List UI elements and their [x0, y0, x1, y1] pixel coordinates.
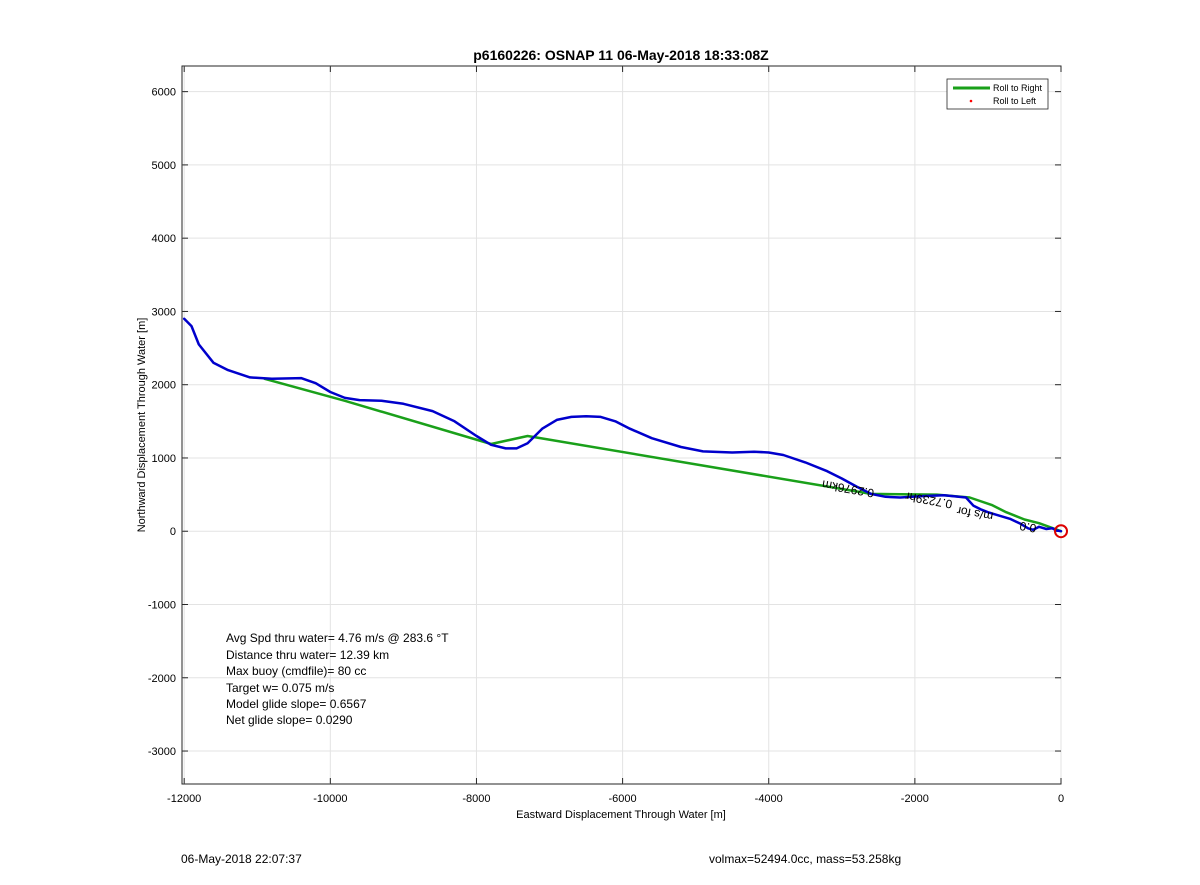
x-tick-label: -12000 [167, 793, 201, 805]
stat-distance: Distance thru water= 12.39 km [226, 648, 389, 662]
stat-net-glide: Net glide slope= 0.0290 [226, 713, 353, 727]
legend-label-roll-right: Roll to Right [993, 83, 1043, 93]
footer-params: volmax=52494.0cc, mass=53.258kg [709, 852, 902, 866]
y-tick-label: 4000 [152, 233, 176, 245]
stat-max-buoy: Max buoy (cmdfile)= 80 cc [226, 664, 366, 678]
y-axis-label: Northward Displacement Through Water [m] [136, 318, 148, 533]
series-line-track [182, 317, 1063, 533]
y-tick-label: 2000 [152, 380, 176, 392]
y-tick-label: 3000 [152, 306, 176, 318]
grid [182, 66, 1062, 784]
y-tick-label: 1000 [152, 453, 176, 465]
x-tick-label: -6000 [609, 793, 637, 805]
y-tick-label: 5000 [152, 160, 176, 172]
x-tick-label: -4000 [755, 793, 783, 805]
end-point-marker [1054, 524, 1068, 539]
stats-annotation: Avg Spd thru water= 4.76 m/s @ 283.6 °T … [226, 631, 449, 727]
legend: Roll to Right Roll to Left [946, 78, 1049, 110]
y-tick-label: -2000 [148, 673, 176, 685]
x-axis-label: Eastward Displacement Through Water [m] [516, 809, 726, 821]
y-tick-label: 6000 [152, 87, 176, 99]
footer-timestamp: 06-May-2018 22:07:37 [181, 852, 302, 866]
y-tick-label: -3000 [148, 746, 176, 758]
track-label-value: 0.0 [1018, 519, 1037, 536]
track-label-speed: m/s for [956, 504, 995, 524]
ticks: -12000 -10000 -8000 -6000 -4000 -2000 0-3000-2… [148, 66, 1064, 805]
legend-swatch-roll-left [969, 99, 973, 103]
series-layer [182, 317, 1068, 539]
x-tick-label: -2000 [901, 793, 929, 805]
stat-avg-speed: Avg Spd thru water= 4.76 m/s @ 283.6 °T [226, 631, 449, 645]
chart-title: p6160226: OSNAP 11 06-May-2018 18:33:08Z [473, 47, 769, 63]
y-tick-label: -1000 [148, 600, 176, 612]
x-tick-label: -10000 [313, 793, 347, 805]
stat-model-glide: Model glide slope= 0.6567 [226, 697, 367, 711]
legend-label-roll-left: Roll to Left [993, 96, 1037, 106]
x-tick-label: 0 [1058, 793, 1064, 805]
y-tick-label: 0 [170, 526, 176, 538]
stat-target-w: Target w= 0.075 m/s [226, 681, 334, 695]
legend-box [946, 78, 1049, 110]
x-tick-label: -8000 [462, 793, 490, 805]
